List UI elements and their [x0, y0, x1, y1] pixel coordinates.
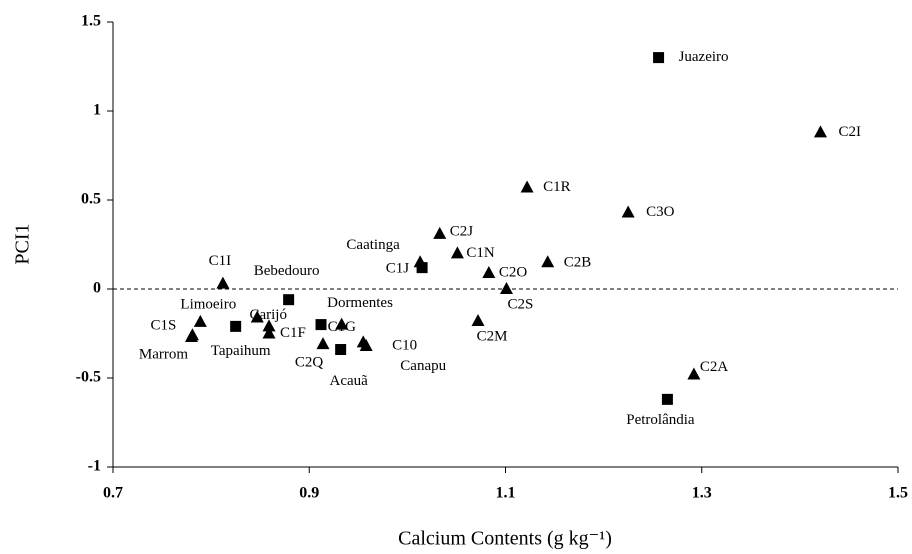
y-tick-label: -0.5 [76, 369, 101, 386]
point-label: Dormentes [327, 295, 393, 311]
point-label: C1N [466, 245, 495, 261]
point [413, 255, 427, 268]
y-tick-label: -1 [88, 458, 101, 475]
point [216, 276, 230, 289]
point [499, 282, 513, 294]
point-label: Petrolândia [626, 412, 695, 428]
point [482, 265, 496, 278]
point [316, 337, 330, 350]
point [653, 52, 665, 64]
x-tick-label: 0.9 [299, 485, 319, 502]
point-label: C2O [499, 264, 528, 280]
point-label: C2M [477, 328, 508, 344]
y-tick-label: 0 [93, 280, 101, 297]
point [621, 205, 635, 218]
point-label: Carijó [249, 307, 287, 323]
point-label: C1G [328, 319, 357, 335]
point [661, 393, 673, 405]
point-label: Acauã [329, 373, 368, 389]
point [471, 314, 485, 327]
x-tick-label: 1.1 [496, 485, 516, 502]
point [250, 310, 264, 323]
point-label: C2B [564, 255, 592, 271]
point-label: C10 [392, 337, 417, 353]
x-tick-label: 0.7 [103, 485, 123, 502]
point-label: C1S [151, 318, 177, 334]
point-label: C1R [543, 179, 571, 195]
y-axis-title: PCI1 [12, 223, 34, 264]
point-label: Canapu [400, 358, 446, 374]
point-label: Caatinga [346, 237, 400, 253]
point-label: C1F [280, 325, 306, 341]
y-tick-label: 1.5 [81, 13, 101, 30]
point [433, 226, 447, 239]
point-label: Juazeiro [679, 49, 729, 65]
point [283, 294, 295, 306]
point-label: Marrom [139, 346, 188, 362]
point [416, 262, 428, 274]
point [356, 335, 370, 348]
point [185, 330, 198, 343]
point-label: C2Q [295, 355, 324, 371]
point [315, 319, 327, 331]
point [193, 314, 207, 327]
point [520, 180, 534, 193]
point [262, 326, 276, 339]
point-label: Bebedouro [254, 263, 320, 279]
point-label: Limoeiro [180, 296, 236, 312]
y-tick-label: 0.5 [81, 191, 101, 208]
point [335, 344, 347, 356]
point [262, 319, 276, 332]
point [230, 320, 242, 332]
x-tick-label: 1.5 [888, 485, 908, 502]
point [687, 367, 701, 380]
point-label: C2J [450, 223, 474, 239]
point-label: C1I [209, 253, 232, 269]
point [813, 125, 827, 138]
point [450, 246, 464, 259]
x-tick-label: 1.3 [692, 485, 712, 502]
point-label: C2A [700, 359, 729, 375]
point [541, 255, 555, 268]
point-label: C3O [646, 204, 675, 220]
point-label: C1J [386, 261, 410, 277]
x-axis-title: Calcium Contents (g kg⁻¹) [398, 528, 612, 550]
point [335, 317, 349, 330]
point-label: C2S [508, 296, 534, 312]
y-tick-label: 1 [93, 102, 101, 119]
point-label: C2I [838, 124, 861, 140]
point-label: Tapaihum [211, 343, 271, 359]
